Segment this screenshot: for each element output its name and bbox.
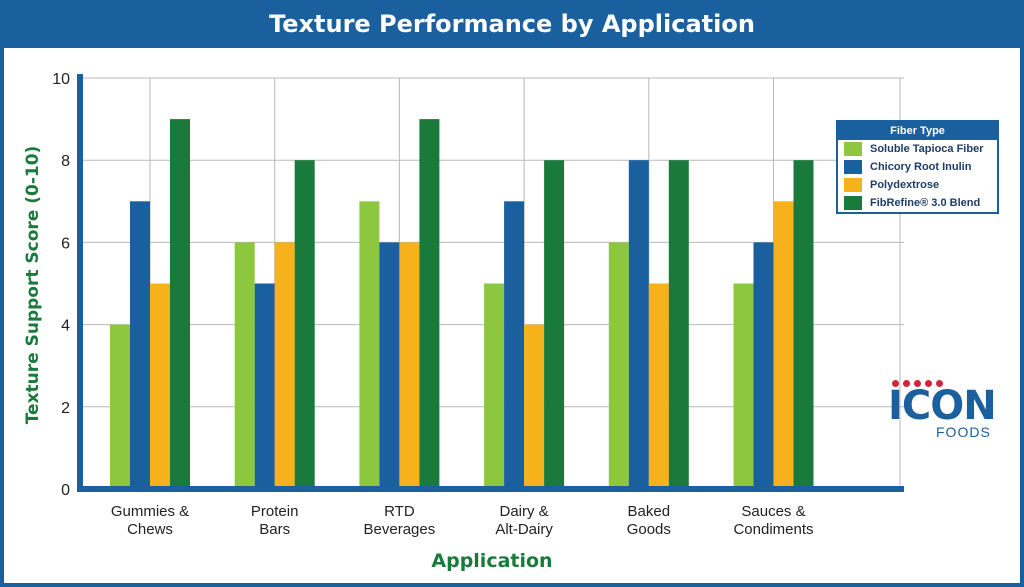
bar xyxy=(544,160,565,489)
logo-wordmark: ICON xyxy=(888,383,997,429)
x-tick-label: Baked xyxy=(628,503,671,520)
logo-dot xyxy=(903,380,910,387)
x-tick-label: Condiments xyxy=(733,521,813,538)
x-tick-label: Chews xyxy=(127,521,173,538)
bar xyxy=(484,283,505,489)
legend-label: Soluble Tapioca Fiber xyxy=(870,143,984,155)
y-tick-label: 10 xyxy=(52,71,70,88)
bar xyxy=(628,160,649,489)
bar xyxy=(254,283,275,489)
bar xyxy=(524,324,545,489)
x-tick-label: Protein xyxy=(251,503,299,520)
bar xyxy=(294,160,315,489)
legend-swatch xyxy=(844,178,862,192)
chart-title: Texture Performance by Application xyxy=(269,10,755,38)
legend-item: Soluble Tapioca Fiber xyxy=(838,140,997,158)
logo-dot xyxy=(925,380,932,387)
x-tick-label: Dairy & xyxy=(500,503,549,520)
legend-label: FibRefine® 3.0 Blend xyxy=(870,197,981,209)
y-tick-labels: 0 2 4 6 8 10 xyxy=(52,71,70,499)
axes xyxy=(77,74,904,492)
bar xyxy=(504,201,525,490)
x-tick-label: Alt-Dairy xyxy=(495,521,553,538)
legend-label: Chicory Root Inulin xyxy=(870,161,972,173)
bar xyxy=(274,242,295,489)
bar xyxy=(379,242,400,489)
x-axis-label: Application xyxy=(431,550,552,572)
bar xyxy=(773,201,794,490)
legend-swatch xyxy=(844,160,862,174)
bar xyxy=(668,160,689,489)
legend-label: Polydextrose xyxy=(870,179,940,191)
y-axis-label: Texture Support Score (0-10) xyxy=(23,146,43,425)
y-tick-label: 0 xyxy=(61,482,70,499)
bar xyxy=(648,283,669,489)
bar xyxy=(359,201,380,490)
bar xyxy=(399,242,420,489)
icon-foods-logo: ICON FOODS xyxy=(886,380,1001,442)
logo-dots xyxy=(892,380,947,387)
legend-item: Polydextrose xyxy=(838,176,997,194)
title-bar: Texture Performance by Application xyxy=(0,0,1024,48)
bar xyxy=(793,160,814,489)
x-tick-label: Bars xyxy=(259,521,290,538)
bar xyxy=(753,242,774,489)
y-tick-label: 2 xyxy=(61,400,70,417)
x-tick-label: Beverages xyxy=(364,521,436,538)
x-tick-label: Goods xyxy=(627,521,671,538)
bar xyxy=(419,119,440,489)
bar xyxy=(170,119,190,489)
legend-items: Soluble Tapioca Fiber Chicory Root Inulin… xyxy=(838,140,997,212)
y-tick-label: 6 xyxy=(61,235,70,252)
y-tick-label: 4 xyxy=(61,318,70,335)
bar xyxy=(150,283,170,489)
legend-title: Fiber Type xyxy=(838,122,997,140)
y-tick-label: 8 xyxy=(61,153,70,170)
bar xyxy=(110,324,130,489)
logo-dot xyxy=(914,380,921,387)
bar xyxy=(733,283,754,489)
legend: Fiber Type Soluble Tapioca Fiber Chicory … xyxy=(836,120,999,214)
logo-dot xyxy=(892,380,899,387)
logo-subtitle: FOODS xyxy=(936,424,991,440)
legend-swatch xyxy=(844,196,862,210)
logo-dot xyxy=(936,380,943,387)
legend-item: Chicory Root Inulin xyxy=(838,158,997,176)
x-tick-label: RTD xyxy=(384,503,415,520)
bars xyxy=(110,119,814,490)
bar xyxy=(234,242,255,489)
bar xyxy=(130,201,150,490)
legend-swatch xyxy=(844,142,862,156)
legend-item: FibRefine® 3.0 Blend xyxy=(838,194,997,212)
x-tick-label: Gummies & xyxy=(111,503,189,520)
bar xyxy=(608,242,629,489)
x-tick-label: Sauces & xyxy=(741,503,805,520)
